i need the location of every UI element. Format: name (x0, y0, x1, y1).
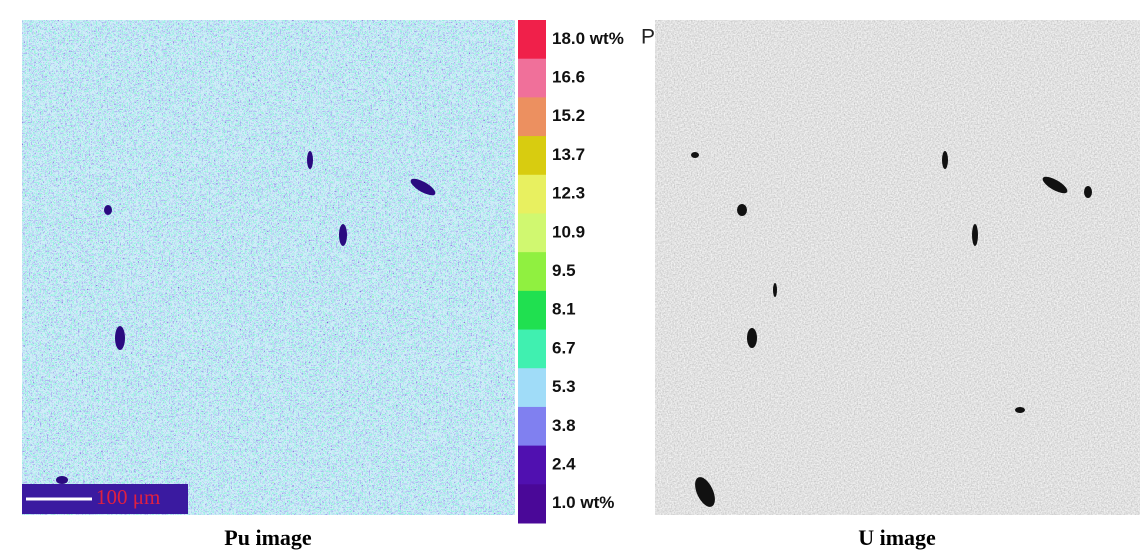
u-map (655, 20, 1140, 515)
legend-label: 12.3 (552, 184, 585, 203)
legend-label: 5.3 (552, 377, 576, 396)
legend: 18.0 wt% 16.6 15.2 13.7 12.3 10.9 9.5 8.1 6.7 5.3… (518, 20, 624, 524)
pu-voids (56, 151, 436, 484)
legend-swatch (518, 97, 546, 137)
legend-label: 18.0 wt% (552, 29, 624, 48)
legend-swatch (518, 368, 546, 408)
legend-swatch (518, 252, 546, 292)
legend-label: 13.7 (552, 145, 585, 164)
legend-swatch (518, 58, 546, 98)
legend-label: 10.9 (552, 222, 585, 241)
legend-label: 15.2 (552, 106, 585, 125)
legend-swatch (518, 329, 546, 369)
caption: Pu image (224, 525, 312, 550)
caption: U image (858, 525, 936, 550)
legend-swatch (518, 445, 546, 485)
legend-label: 1.0 wt% (552, 493, 614, 512)
legend-swatch (518, 484, 546, 524)
u-image (655, 20, 1140, 515)
scale-bar-label: 100 μm (96, 485, 160, 509)
legend-label: 6.7 (552, 338, 576, 357)
legend-label: 3.8 (552, 416, 576, 435)
legend-label: 2.4 (552, 454, 576, 473)
legend-swatch (518, 20, 546, 60)
legend-label: 9.5 (552, 261, 576, 280)
u-voids (691, 151, 1092, 507)
legend-swatch (518, 213, 546, 253)
legend-swatch (518, 174, 546, 214)
legend-swatch (518, 406, 546, 447)
legend-label: 16.6 (552, 68, 585, 87)
pu-map (22, 20, 515, 515)
legend-swatch (518, 136, 546, 176)
legend-swatch (518, 290, 546, 331)
legend-label: 8.1 (552, 300, 576, 319)
pu-image: 100 μm (22, 20, 515, 515)
